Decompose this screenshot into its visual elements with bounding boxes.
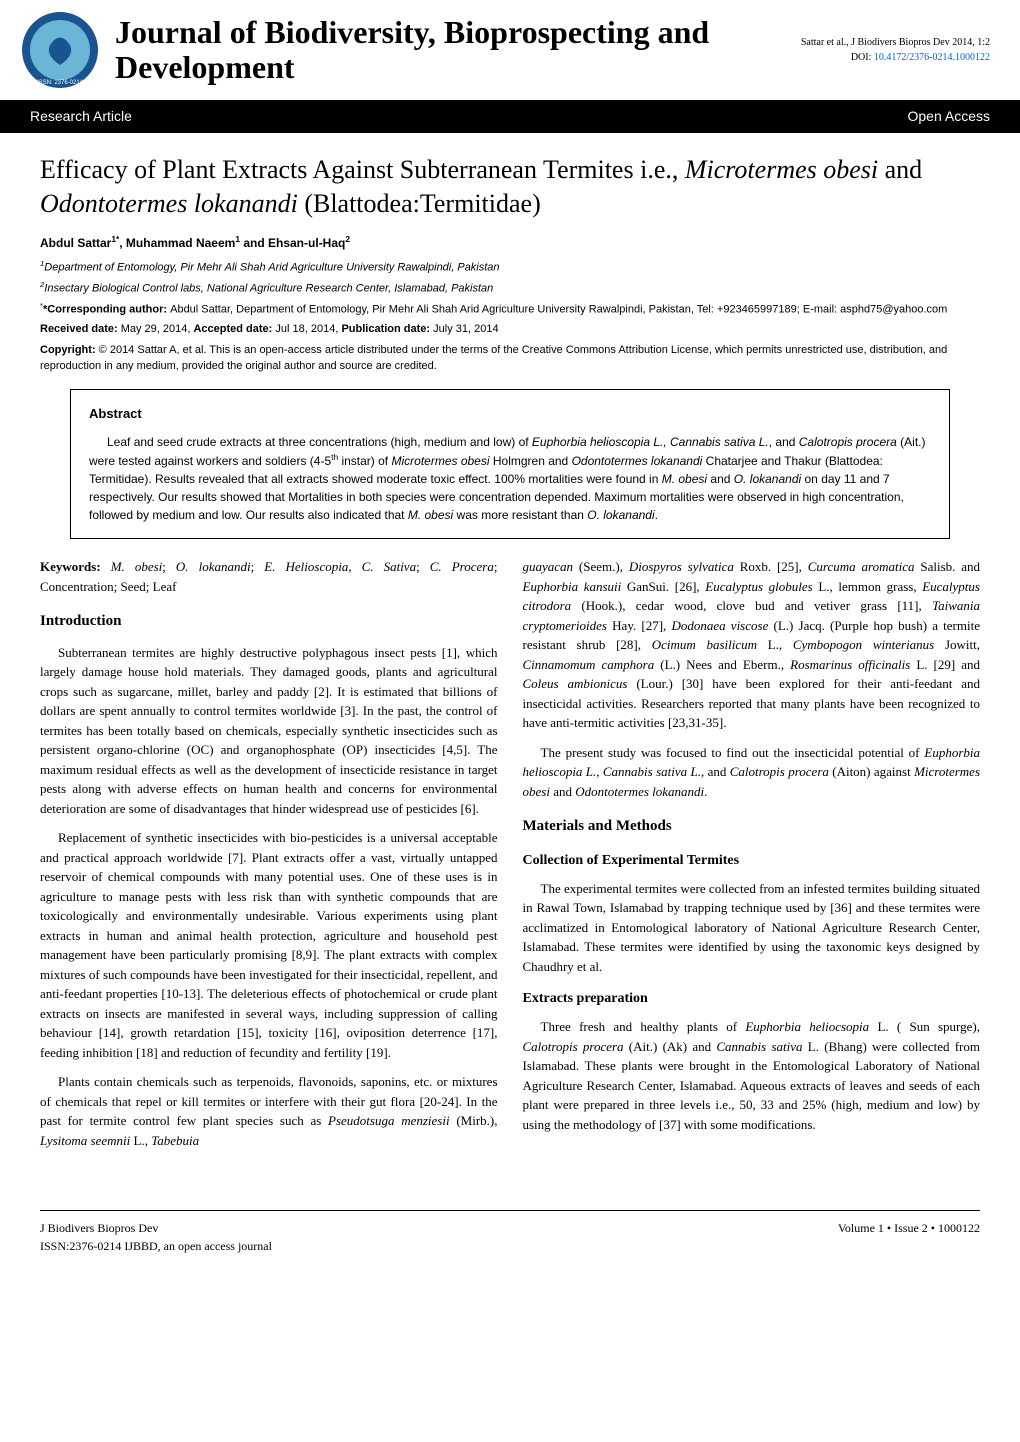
journal-logo: ISSN: 2376-0214 [20,10,100,90]
affiliation-2: 2Insectary Biological Control labs, Nati… [40,279,980,297]
content: Efficacy of Plant Extracts Against Subte… [0,133,1020,1180]
two-column-layout: Keywords: M. obesi; O. lokanandi; E. Hel… [40,557,980,1160]
authors: Abdul Sattar1*, Muhammad Naeem1 and Ehsa… [40,233,980,252]
author1: Abdul Sattar [40,236,111,250]
col2-p1: guayacan (Seem.), Diospyros sylvatica Ro… [523,557,981,733]
accepted-label: Accepted date: [193,323,275,335]
left-column: Keywords: M. obesi; O. lokanandi; E. Hel… [40,557,498,1160]
published-date: July 31, 2014 [433,323,498,335]
author-and: and Ehsan-ul-Haq [240,236,345,250]
collection-p: The experimental termites were collected… [523,879,981,977]
corresponding: **Corresponding author: Abdul Sattar, De… [40,300,980,318]
aff2-text: Insectary Biological Control labs, Natio… [44,282,493,294]
svg-text:ISSN: 2376-0214: ISSN: 2376-0214 [37,80,84,86]
article-type: Research Article [30,106,132,127]
affiliation-1: 1Department of Entomology, Pir Mehr Ali … [40,258,980,276]
introduction-heading: Introduction [40,610,498,633]
received-date: May 29, 2014, [121,323,194,335]
title-before: Efficacy of Plant Extracts Against Subte… [40,155,685,184]
title-after: (Blattodea:Termitidae) [298,189,541,218]
author-mid: , Muhammad Naeem [119,236,235,250]
keywords: Keywords: M. obesi; O. lokanandi; E. Hel… [40,557,498,596]
citation-text: Sattar et al., J Biodivers Biopros Dev 2… [801,37,990,48]
title-species2: Odontotermes lokanandi [40,189,298,218]
accepted-date: Jul 18, 2014, [275,323,341,335]
footer-left: J Biodivers Biopros Dev ISSN:2376-0214 I… [40,1219,272,1255]
doi-link[interactable]: 10.4172/2376-0214.1000122 [874,52,990,63]
right-column: guayacan (Seem.), Diospyros sylvatica Ro… [523,557,981,1160]
doi-label: DOI: [851,52,874,63]
collection-heading: Collection of Experimental Termites [523,850,981,871]
intro-p3: Plants contain chemicals such as terpeno… [40,1072,498,1150]
access-type: Open Access [908,106,991,127]
footer-left-line1: J Biodivers Biopros Dev [40,1221,158,1235]
abstract-box: Abstract Leaf and seed crude extracts at… [70,389,950,540]
copyright-text: © 2014 Sattar A, et al. This is an open-… [40,344,947,373]
received-label: Received date: [40,323,121,335]
abstract-heading: Abstract [89,404,931,424]
keywords-label: Keywords: [40,559,111,574]
footer-right: Volume 1 • Issue 2 • 1000122 [838,1219,980,1255]
author3-sup: 2 [345,234,350,244]
dates: Received date: May 29, 2014, Accepted da… [40,321,980,338]
citation-block: Sattar et al., J Biodivers Biopros Dev 2… [801,35,990,65]
corresponding-text: Abdul Sattar, Department of Entomology, … [170,304,947,316]
title-mid: and [878,155,922,184]
copyright-label: Copyright: [40,344,99,356]
copyright: Copyright: © 2014 Sattar A, et al. This … [40,342,980,375]
intro-p2: Replacement of synthetic insecticides wi… [40,828,498,1062]
aff1-text: Department of Entomology, Pir Mehr Ali S… [44,261,499,273]
title-species1: Microtermes obesi [685,155,878,184]
black-bar: Research Article Open Access [0,100,1020,133]
extracts-heading: Extracts preparation [523,988,981,1009]
materials-methods-heading: Materials and Methods [523,815,981,838]
abstract-text: Leaf and seed crude extracts at three co… [89,433,931,524]
col2-p2: The present study was focused to find ou… [523,743,981,802]
corresponding-label: *Corresponding author: [43,304,170,316]
intro-p1: Subterranean termites are highly destruc… [40,643,498,819]
footer-bar: J Biodivers Biopros Dev ISSN:2376-0214 I… [40,1210,980,1255]
published-label: Publication date: [341,323,433,335]
article-title: Efficacy of Plant Extracts Against Subte… [40,153,980,221]
footer-left-line2: ISSN:2376-0214 IJBBD, an open access jou… [40,1239,272,1253]
header-bar: ISSN: 2376-0214 Journal of Biodiversity,… [0,0,1020,100]
extracts-p: Three fresh and healthy plants of Euphor… [523,1017,981,1134]
journal-title: Journal of Biodiversity, Bioprospecting … [115,15,801,85]
